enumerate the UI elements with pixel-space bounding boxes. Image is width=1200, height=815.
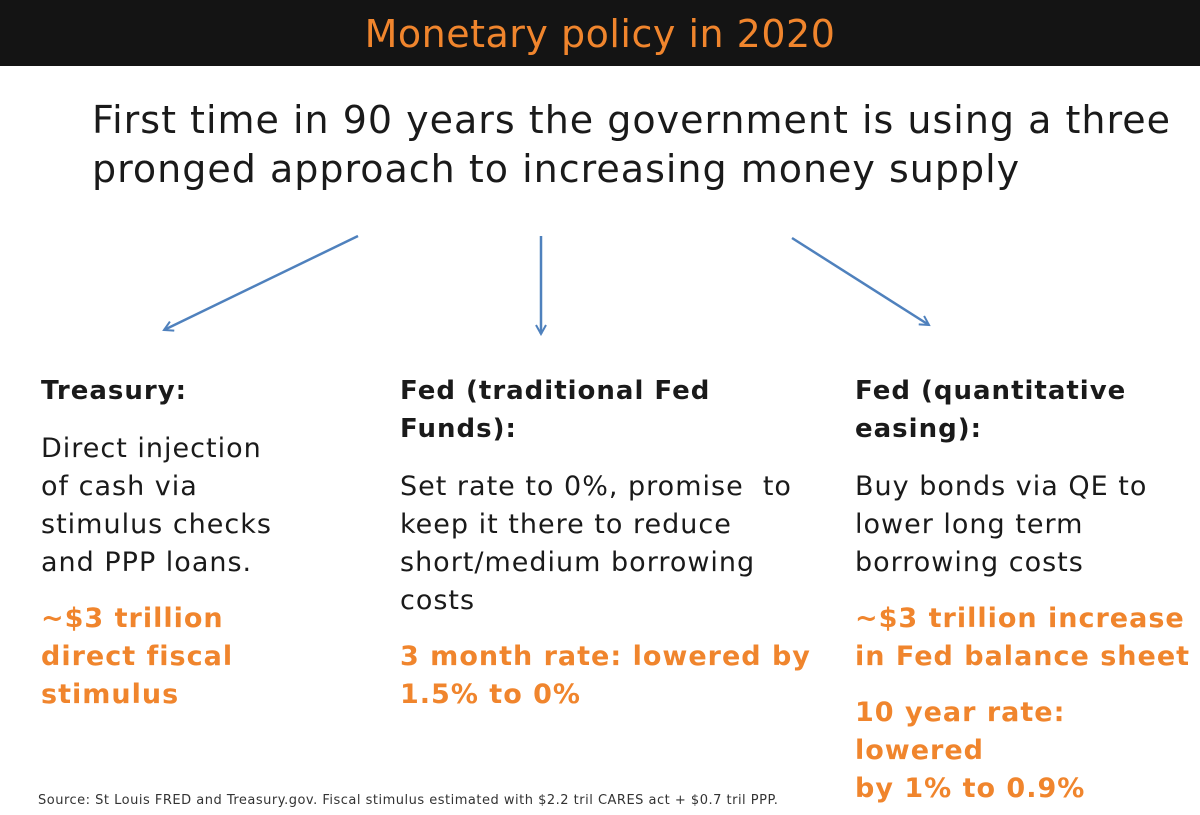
treasury-column: Treasury: Direct injection of cash via s…: [41, 372, 361, 714]
highlight-line: by 1% to 0.9%: [855, 773, 1086, 804]
column-heading: Fed (quantitative easing):: [855, 372, 1195, 448]
column-highlight: 3 month rate: lowered by 1.5% to 0%: [400, 638, 820, 714]
column-body: Set rate to 0%, promise to keep it there…: [400, 468, 820, 620]
column-heading: Treasury:: [41, 372, 361, 410]
highlight-line: 1.5% to 0%: [400, 679, 581, 710]
body-line: borrowing costs: [855, 547, 1084, 578]
body-line: costs: [400, 585, 476, 616]
highlight-line: 3 month rate: lowered by: [400, 641, 811, 672]
source-footnote: Source: St Louis FRED and Treasury.gov. …: [38, 793, 779, 808]
highlight-line: 10 year rate: lowered: [855, 697, 1066, 766]
body-line: Direct injection: [41, 433, 262, 464]
highlight-line: ~$3 trillion: [41, 603, 224, 634]
column-body: Buy bonds via QE to lower long term borr…: [855, 468, 1195, 582]
headline-line-2: pronged approach to increasing money sup…: [92, 147, 1021, 191]
column-heading: Fed (traditional Fed Funds):: [400, 372, 820, 448]
fed-qe-column: Fed (quantitative easing): Buy bonds via…: [855, 372, 1195, 808]
headline: First time in 90 years the government is…: [92, 96, 1172, 194]
body-line: Buy bonds via QE to: [855, 471, 1148, 502]
arrow-right: [791, 236, 929, 325]
slide-title: Monetary policy in 2020: [364, 12, 836, 56]
highlight-line: stimulus: [41, 679, 180, 710]
body-line: and PPP loans.: [41, 547, 253, 578]
body-line: keep it there to reduce: [400, 509, 732, 540]
fed-traditional-column: Fed (traditional Fed Funds): Set rate to…: [400, 372, 820, 714]
headline-line-1: First time in 90 years the government is…: [92, 98, 1172, 142]
arrow-left: [164, 234, 359, 330]
column-highlight: ~$3 trillion direct fiscal stimulus: [41, 600, 361, 714]
title-bar: Monetary policy in 2020: [0, 0, 1200, 66]
heading-line: Fed (traditional Fed: [400, 376, 711, 406]
heading-line: Funds):: [400, 414, 517, 444]
body-line: lower long term: [855, 509, 1084, 540]
body-line: Set rate to 0%, promise to: [400, 471, 792, 502]
column-highlight: ~$3 trillion increase in Fed balance she…: [855, 600, 1195, 676]
column-body: Direct injection of cash via stimulus ch…: [41, 430, 361, 582]
highlight-line: direct fiscal: [41, 641, 234, 672]
heading-line: Fed (quantitative: [855, 376, 1127, 406]
column-highlight: 10 year rate: lowered by 1% to 0.9%: [855, 694, 1195, 808]
highlight-line: ~$3 trillion increase: [855, 603, 1185, 634]
heading-line: Treasury:: [41, 376, 188, 406]
heading-line: easing):: [855, 414, 982, 444]
highlight-line: in Fed balance sheet: [855, 641, 1191, 672]
body-line: of cash via: [41, 471, 198, 502]
body-line: short/medium borrowing: [400, 547, 756, 578]
body-line: stimulus checks: [41, 509, 272, 540]
